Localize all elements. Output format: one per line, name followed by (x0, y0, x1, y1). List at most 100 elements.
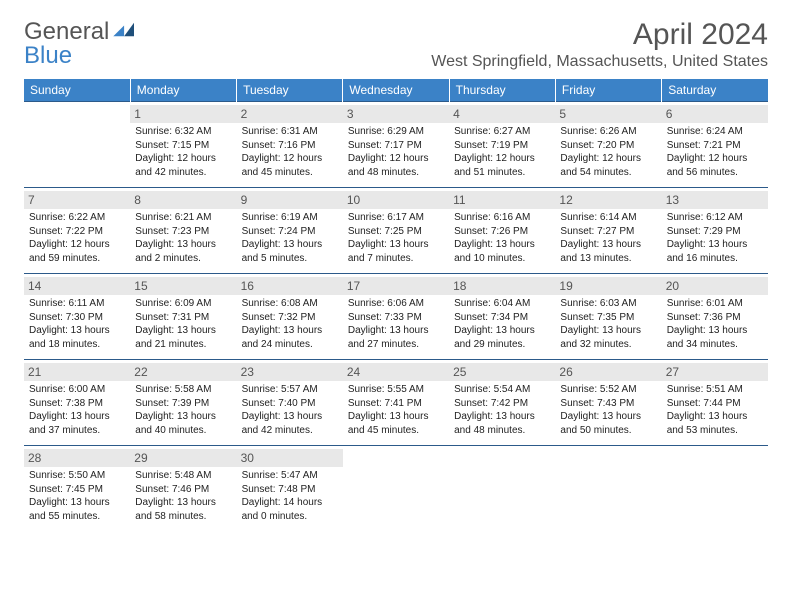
day-cell (24, 102, 130, 188)
day-cell (449, 446, 555, 532)
day-cell: 27 Sunrise: 5:51 AMSunset: 7:44 PMDayligh… (662, 360, 768, 446)
day-header: Wednesday (343, 79, 449, 102)
day-cell: 2 Sunrise: 6:31 AMSunset: 7:16 PMDaylight… (237, 102, 343, 188)
day-cell: 11Sunrise: 6:16 AMSunset: 7:26 PMDayligh… (449, 188, 555, 274)
day-number: 13 (662, 191, 768, 209)
day-cell: 13 Sunrise: 6:12 AMSunset: 7:29 PMDayligh… (662, 188, 768, 274)
day-header: Sunday (24, 79, 130, 102)
day-number: 16 (237, 277, 343, 295)
day-number: 4 (449, 105, 555, 123)
brand-logo: GeneralBlue (24, 18, 138, 70)
day-number: 6 (662, 105, 768, 123)
day-number: 17 (343, 277, 449, 295)
day-cell: 18 Sunrise: 6:04 AMSunset: 7:34 PMDayligh… (449, 274, 555, 360)
day-info: Sunrise: 6:16 AMSunset: 7:26 PMDaylight:… (454, 211, 550, 265)
day-cell: 19 Sunrise: 6:03 AMSunset: 7:35 PMDayligh… (555, 274, 661, 360)
day-cell: 6 Sunrise: 6:24 AMSunset: 7:21 PMDaylight… (662, 102, 768, 188)
day-info: Sunrise: 6:26 AMSunset: 7:20 PMDaylight:… (560, 125, 656, 179)
day-info: Sunrise: 6:19 AMSunset: 7:24 PMDaylight:… (242, 211, 338, 265)
page-header: GeneralBlue April 2024 West Springfield,… (24, 18, 768, 71)
day-number: 2 (237, 105, 343, 123)
day-number: 15 (130, 277, 236, 295)
day-cell: 20 Sunrise: 6:01 AMSunset: 7:36 PMDayligh… (662, 274, 768, 360)
day-info: Sunrise: 6:01 AMSunset: 7:36 PMDaylight:… (667, 297, 763, 351)
day-info: Sunrise: 5:52 AMSunset: 7:43 PMDaylight:… (560, 383, 656, 437)
calendar-body: 1 Sunrise: 6:32 AMSunset: 7:15 PMDaylight… (24, 102, 768, 532)
day-info: Sunrise: 6:24 AMSunset: 7:21 PMDaylight:… (667, 125, 763, 179)
day-info: Sunrise: 5:48 AMSunset: 7:46 PMDaylight:… (135, 469, 231, 523)
day-cell: 14 Sunrise: 6:11 AMSunset: 7:30 PMDayligh… (24, 274, 130, 360)
day-number: 3 (343, 105, 449, 123)
day-info: Sunrise: 5:50 AMSunset: 7:45 PMDaylight:… (29, 469, 125, 523)
flag-icon (112, 18, 138, 46)
day-number: 23 (237, 363, 343, 381)
day-info: Sunrise: 5:51 AMSunset: 7:44 PMDaylight:… (667, 383, 763, 437)
day-info: Sunrise: 6:09 AMSunset: 7:31 PMDaylight:… (135, 297, 231, 351)
day-number: 22 (130, 363, 236, 381)
day-info: Sunrise: 6:06 AMSunset: 7:33 PMDaylight:… (348, 297, 444, 351)
day-info: Sunrise: 6:31 AMSunset: 7:16 PMDaylight:… (242, 125, 338, 179)
day-number: 19 (555, 277, 661, 295)
day-cell: 23 Sunrise: 5:57 AMSunset: 7:40 PMDayligh… (237, 360, 343, 446)
day-number: 12 (555, 191, 661, 209)
day-info: Sunrise: 6:14 AMSunset: 7:27 PMDaylight:… (560, 211, 656, 265)
day-info: Sunrise: 6:22 AMSunset: 7:22 PMDaylight:… (29, 211, 125, 265)
day-info: Sunrise: 6:08 AMSunset: 7:32 PMDaylight:… (242, 297, 338, 351)
day-cell: 3 Sunrise: 6:29 AMSunset: 7:17 PMDaylight… (343, 102, 449, 188)
day-number: 8 (130, 191, 236, 209)
day-info: Sunrise: 5:57 AMSunset: 7:40 PMDaylight:… (242, 383, 338, 437)
day-number: 1 (130, 105, 236, 123)
week-row: 21Sunrise: 6:00 AMSunset: 7:38 PMDayligh… (24, 360, 768, 446)
day-cell: 4 Sunrise: 6:27 AMSunset: 7:19 PMDaylight… (449, 102, 555, 188)
calendar-header-row: SundayMondayTuesdayWednesdayThursdayFrid… (24, 79, 768, 102)
brand-part2: Blue (24, 42, 138, 70)
day-number: 27 (662, 363, 768, 381)
day-number: 18 (449, 277, 555, 295)
day-info: Sunrise: 6:21 AMSunset: 7:23 PMDaylight:… (135, 211, 231, 265)
day-number: 9 (237, 191, 343, 209)
day-cell: 16 Sunrise: 6:08 AMSunset: 7:32 PMDayligh… (237, 274, 343, 360)
day-header: Saturday (662, 79, 768, 102)
day-number: 28 (24, 449, 130, 467)
day-cell: 12 Sunrise: 6:14 AMSunset: 7:27 PMDayligh… (555, 188, 661, 274)
day-info: Sunrise: 5:54 AMSunset: 7:42 PMDaylight:… (454, 383, 550, 437)
day-number: 29 (130, 449, 236, 467)
day-cell: 8 Sunrise: 6:21 AMSunset: 7:23 PMDaylight… (130, 188, 236, 274)
day-header: Tuesday (237, 79, 343, 102)
day-cell: 25Sunrise: 5:54 AMSunset: 7:42 PMDayligh… (449, 360, 555, 446)
day-info: Sunrise: 6:04 AMSunset: 7:34 PMDaylight:… (454, 297, 550, 351)
day-info: Sunrise: 6:29 AMSunset: 7:17 PMDaylight:… (348, 125, 444, 179)
week-row: 28 Sunrise: 5:50 AMSunset: 7:45 PMDayligh… (24, 446, 768, 532)
day-cell: 21Sunrise: 6:00 AMSunset: 7:38 PMDayligh… (24, 360, 130, 446)
day-cell: 29 Sunrise: 5:48 AMSunset: 7:46 PMDayligh… (130, 446, 236, 532)
day-header: Friday (555, 79, 661, 102)
day-info: Sunrise: 5:47 AMSunset: 7:48 PMDaylight:… (242, 469, 338, 523)
day-cell: 22 Sunrise: 5:58 AMSunset: 7:39 PMDayligh… (130, 360, 236, 446)
day-number: 7 (24, 191, 130, 209)
day-info: Sunrise: 6:27 AMSunset: 7:19 PMDaylight:… (454, 125, 550, 179)
day-cell: 15 Sunrise: 6:09 AMSunset: 7:31 PMDayligh… (130, 274, 236, 360)
day-cell (662, 446, 768, 532)
day-info: Sunrise: 6:32 AMSunset: 7:15 PMDaylight:… (135, 125, 231, 179)
month-title: April 2024 (431, 18, 768, 51)
day-info: Sunrise: 5:58 AMSunset: 7:39 PMDaylight:… (135, 383, 231, 437)
day-number: 20 (662, 277, 768, 295)
day-info: Sunrise: 6:12 AMSunset: 7:29 PMDaylight:… (667, 211, 763, 265)
week-row: 7 Sunrise: 6:22 AMSunset: 7:22 PMDaylight… (24, 188, 768, 274)
day-info: Sunrise: 5:55 AMSunset: 7:41 PMDaylight:… (348, 383, 444, 437)
day-cell (555, 446, 661, 532)
title-block: April 2024 West Springfield, Massachuset… (431, 18, 768, 71)
day-cell: 5Sunrise: 6:26 AMSunset: 7:20 PMDaylight… (555, 102, 661, 188)
calendar-table: SundayMondayTuesdayWednesdayThursdayFrid… (24, 79, 768, 532)
day-info: Sunrise: 6:03 AMSunset: 7:35 PMDaylight:… (560, 297, 656, 351)
day-cell: 26Sunrise: 5:52 AMSunset: 7:43 PMDayligh… (555, 360, 661, 446)
day-info: Sunrise: 6:00 AMSunset: 7:38 PMDaylight:… (29, 383, 125, 437)
calendar-page: GeneralBlue April 2024 West Springfield,… (0, 0, 792, 550)
day-cell: 24Sunrise: 5:55 AMSunset: 7:41 PMDayligh… (343, 360, 449, 446)
day-number: 14 (24, 277, 130, 295)
day-info: Sunrise: 6:11 AMSunset: 7:30 PMDaylight:… (29, 297, 125, 351)
location-text: West Springfield, Massachusetts, United … (431, 53, 768, 71)
day-cell (343, 446, 449, 532)
week-row: 1 Sunrise: 6:32 AMSunset: 7:15 PMDaylight… (24, 102, 768, 188)
day-info: Sunrise: 6:17 AMSunset: 7:25 PMDaylight:… (348, 211, 444, 265)
